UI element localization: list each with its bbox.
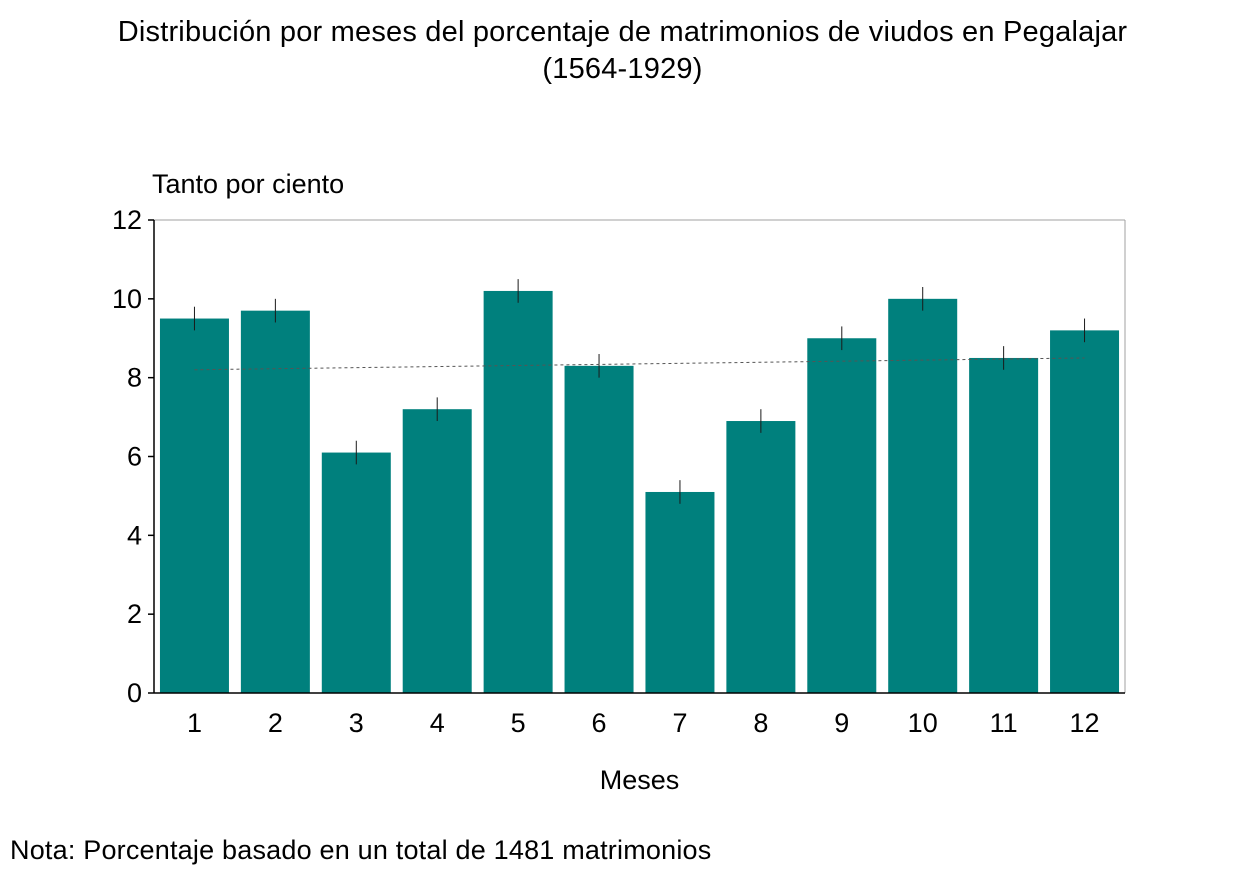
bar-3 xyxy=(321,452,391,693)
y-axis-title: Tanto por ciento xyxy=(152,169,344,199)
bar-12 xyxy=(1050,330,1120,693)
x-tick-label-10: 10 xyxy=(908,708,938,738)
bar-5 xyxy=(483,290,553,693)
bar-1 xyxy=(159,318,229,693)
x-tick-label-11: 11 xyxy=(990,708,1018,738)
x-tick-label-1: 1 xyxy=(187,708,202,738)
x-tick-label-5: 5 xyxy=(511,708,526,738)
y-tick-label-12: 12 xyxy=(112,205,142,235)
x-tick-label-6: 6 xyxy=(592,708,607,738)
bar-11 xyxy=(969,357,1039,693)
x-tick-label-4: 4 xyxy=(430,708,445,738)
y-tick-label-6: 6 xyxy=(127,442,142,472)
bar-8 xyxy=(726,421,796,693)
bar-4 xyxy=(402,409,472,693)
bar-9 xyxy=(807,338,877,693)
x-tick-label-9: 9 xyxy=(834,708,849,738)
y-tick-label-4: 4 xyxy=(127,520,142,550)
chart-subtitle: (1564-1929) xyxy=(542,53,703,85)
y-tick-label-10: 10 xyxy=(112,284,142,314)
x-tick-label-2: 2 xyxy=(268,708,283,738)
x-tick-label-12: 12 xyxy=(1070,708,1100,738)
x-tick-label-3: 3 xyxy=(349,708,364,738)
footnote: Nota: Porcentaje basado en un total de 1… xyxy=(10,835,712,865)
x-tick-label-7: 7 xyxy=(672,708,687,738)
chart-title: Distribución por meses del porcentaje de… xyxy=(117,16,1128,48)
chart-title-block: Distribución por meses del porcentaje de… xyxy=(0,14,1245,88)
y-tick-label-2: 2 xyxy=(127,599,142,629)
bar-10 xyxy=(888,298,958,693)
bar-6 xyxy=(564,365,634,693)
trend-line xyxy=(194,357,1085,371)
bar-2 xyxy=(240,310,310,693)
y-tick-label-8: 8 xyxy=(127,363,142,393)
x-tick-label-8: 8 xyxy=(753,708,768,738)
x-axis-title: Meses xyxy=(600,765,680,795)
y-tick-label-0: 0 xyxy=(127,678,142,708)
bar-7 xyxy=(645,491,715,693)
